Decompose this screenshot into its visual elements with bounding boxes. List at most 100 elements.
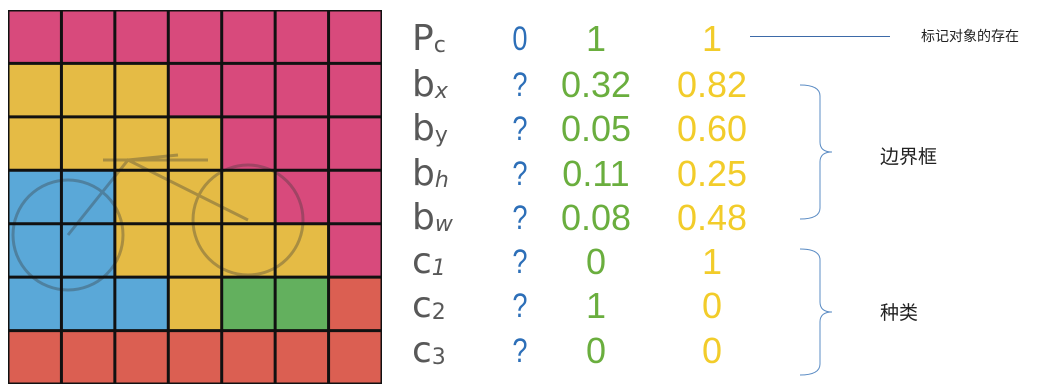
grid-cell bbox=[61, 277, 115, 331]
grid-cell bbox=[275, 277, 329, 331]
grid-cell bbox=[221, 63, 276, 117]
component-base: c bbox=[412, 241, 432, 282]
yellow-value: 0 bbox=[701, 330, 723, 371]
vector-row: bx? 0.32 0.82 bbox=[412, 64, 772, 106]
green-value: 0.32 bbox=[560, 64, 632, 105]
component-label: bh bbox=[412, 153, 449, 202]
component-subscript: y bbox=[434, 123, 448, 148]
component-subscript: 1 bbox=[431, 256, 446, 281]
yellow-value: 1 bbox=[701, 18, 723, 59]
component-subscript: c bbox=[433, 33, 446, 58]
component-base: b bbox=[412, 153, 435, 194]
grid-cell bbox=[114, 116, 169, 171]
component-label: Pc bbox=[412, 18, 446, 67]
vector-row: c3? 0 0 bbox=[412, 330, 772, 372]
grid-image bbox=[8, 10, 382, 384]
grid-cell bbox=[61, 63, 115, 117]
green-value: 0.08 bbox=[560, 197, 632, 238]
grid-cell bbox=[275, 116, 329, 171]
unknown-value: ? bbox=[512, 155, 528, 193]
unknown-value: 0 bbox=[512, 20, 528, 58]
grid-cell bbox=[328, 223, 382, 278]
grid-cell bbox=[221, 10, 276, 64]
grid-cell bbox=[114, 330, 169, 384]
grid-cell bbox=[221, 330, 276, 384]
component-subscript: 2 bbox=[431, 300, 446, 325]
unknown-value: ? bbox=[512, 287, 528, 325]
pc-pointer-line bbox=[750, 36, 890, 37]
component-label: c1 bbox=[412, 241, 446, 290]
component-label: c3 bbox=[412, 330, 446, 379]
grid-cell bbox=[275, 330, 329, 384]
grid-cell bbox=[61, 223, 115, 278]
component-subscript: h bbox=[434, 168, 449, 193]
green-value: 1 bbox=[585, 285, 607, 326]
component-subscript: w bbox=[434, 212, 453, 237]
grid-cell bbox=[168, 170, 222, 224]
grid-cell bbox=[114, 170, 169, 224]
component-base: c bbox=[412, 285, 432, 326]
grid-cell bbox=[221, 277, 276, 331]
unknown-value: ? bbox=[512, 243, 528, 281]
yellow-value: 0.48 bbox=[676, 197, 748, 238]
grid-cell bbox=[8, 10, 62, 64]
grid-cell bbox=[61, 116, 115, 171]
vector-row: c1? 0 1 bbox=[412, 241, 772, 283]
grid-cell bbox=[275, 223, 329, 278]
grid-cell bbox=[275, 170, 329, 224]
vector-row: bh? 0.11 0.25 bbox=[412, 153, 772, 195]
component-base: b bbox=[412, 108, 435, 149]
vector-row: c2? 1 0 bbox=[412, 285, 772, 327]
grid-cell bbox=[8, 223, 62, 278]
green-value: 0.11 bbox=[562, 153, 630, 194]
grid-cell bbox=[221, 116, 276, 171]
unknown-value: ? bbox=[512, 199, 528, 237]
grid-svg bbox=[8, 10, 382, 384]
grid-cell bbox=[221, 170, 276, 224]
bbox-label: 边界框 bbox=[880, 146, 938, 168]
grid-cell bbox=[61, 330, 115, 384]
grid-cell bbox=[328, 10, 382, 64]
unknown-value: ? bbox=[512, 332, 528, 370]
yellow-value: 0 bbox=[701, 285, 723, 326]
grid-cell bbox=[8, 277, 62, 331]
grid-cell bbox=[168, 277, 222, 331]
yellow-value: 0.82 bbox=[676, 64, 748, 105]
grid-cell bbox=[328, 170, 382, 224]
class-label: 种类 bbox=[880, 302, 919, 324]
vector-row: Pc 0 1 1 bbox=[412, 18, 772, 60]
grid-cell bbox=[328, 330, 382, 384]
grid-cell bbox=[8, 116, 62, 171]
component-label: by bbox=[412, 108, 448, 157]
grid-cell bbox=[275, 63, 329, 117]
component-subscript: 3 bbox=[431, 345, 446, 370]
grid-cell bbox=[114, 63, 169, 117]
yellow-value: 0.25 bbox=[676, 153, 748, 194]
grid-cell bbox=[168, 10, 222, 64]
component-base: P bbox=[412, 18, 434, 59]
unknown-value: ? bbox=[512, 66, 528, 104]
grid-cell bbox=[328, 63, 382, 117]
component-base: b bbox=[412, 64, 435, 105]
grid-cell bbox=[8, 170, 62, 224]
component-label: c2 bbox=[412, 285, 446, 334]
unknown-value: ? bbox=[512, 110, 528, 148]
component-base: b bbox=[412, 197, 435, 238]
green-value: 0.05 bbox=[560, 108, 632, 149]
yellow-value: 1 bbox=[701, 241, 723, 282]
yellow-value: 0.60 bbox=[676, 108, 748, 149]
green-value: 0 bbox=[585, 330, 607, 371]
bbox-brace bbox=[800, 84, 833, 220]
photo-silhouette bbox=[11, 153, 305, 292]
grid-cell bbox=[8, 63, 62, 117]
component-base: c bbox=[412, 330, 432, 371]
grid-cell bbox=[168, 63, 222, 117]
vector-row: by? 0.05 0.60 bbox=[412, 108, 772, 150]
grid-cell bbox=[168, 330, 222, 384]
component-label: bx bbox=[412, 64, 448, 113]
green-value: 0 bbox=[585, 241, 607, 282]
grid-cell bbox=[8, 330, 62, 384]
grid-cell bbox=[114, 10, 169, 64]
grid-cell bbox=[168, 223, 222, 278]
grid-cell bbox=[114, 223, 169, 278]
